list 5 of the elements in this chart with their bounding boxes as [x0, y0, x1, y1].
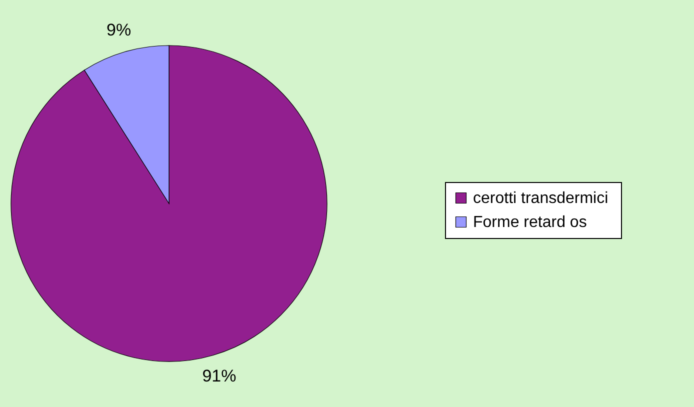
legend-label: Forme retard os: [473, 214, 587, 231]
legend-label: cerotti transdermici: [473, 190, 608, 207]
data-label: 9%: [106, 20, 132, 40]
data-label: 91%: [202, 366, 236, 386]
pie-slice: [10, 45, 328, 362]
